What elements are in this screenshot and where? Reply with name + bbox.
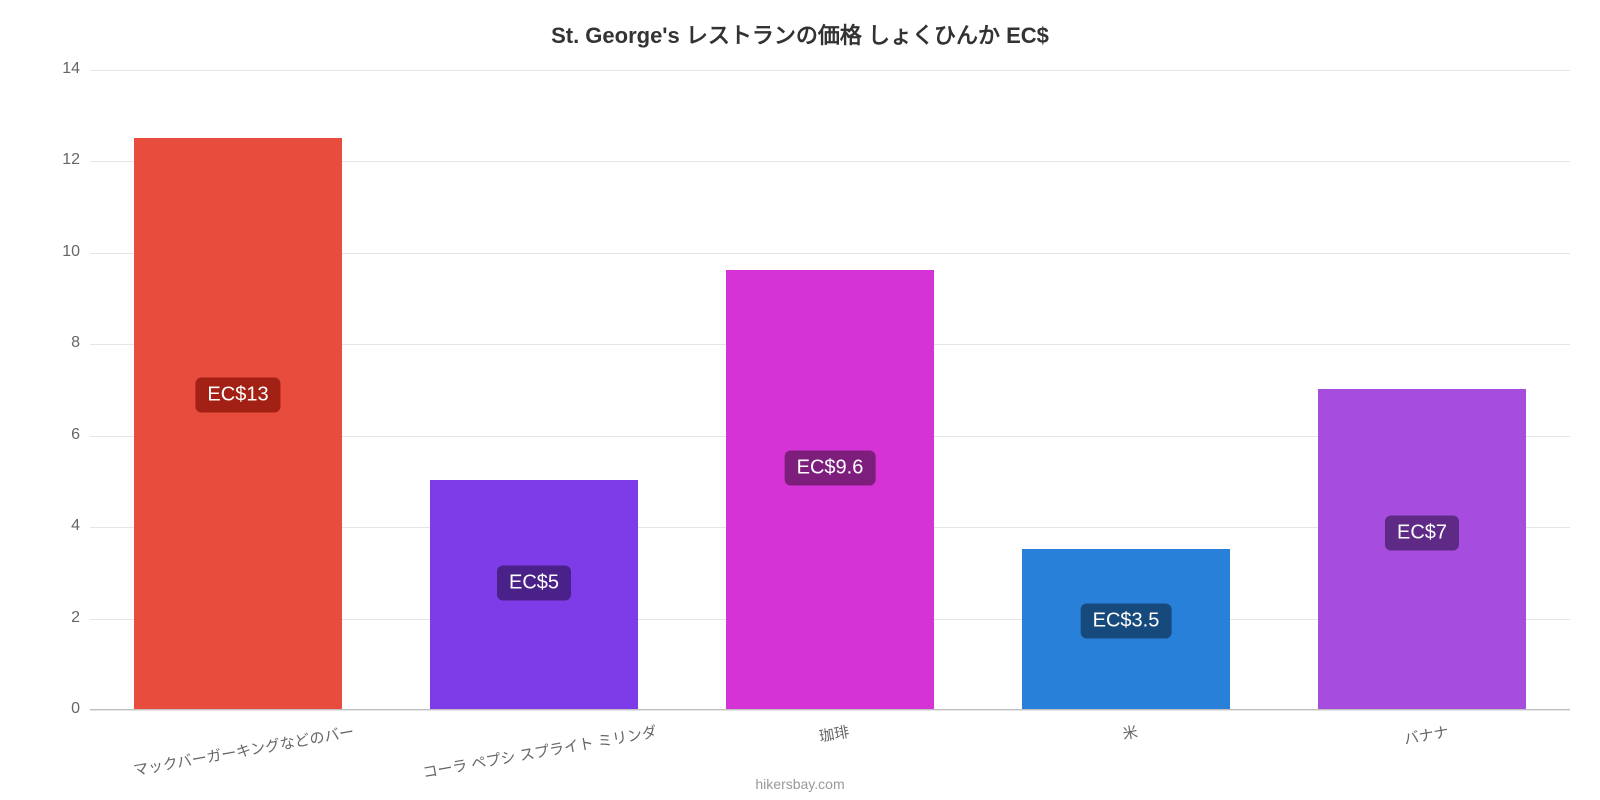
- y-axis-tick: 14: [62, 60, 90, 78]
- x-axis-label: 米: [1119, 709, 1140, 744]
- x-axis-label: 珈琲: [815, 709, 850, 747]
- bar: [726, 270, 933, 709]
- x-axis-label: バナナ: [1400, 709, 1450, 749]
- y-axis-tick: 10: [62, 243, 90, 261]
- x-axis-label: マックバーガーキングなどのバー: [129, 709, 355, 780]
- y-axis-tick: 2: [71, 609, 90, 627]
- bar-value-label: EC$3.5: [1081, 604, 1172, 639]
- chart-container: St. George's レストランの価格 しょくひんか EC$ 0246810…: [0, 0, 1600, 800]
- bar-value-label: EC$5: [497, 566, 571, 601]
- y-axis-tick: 4: [71, 517, 90, 535]
- plot-area: 02468101214EC$13マックバーガーキングなどのバーEC$5コーラ ペ…: [90, 70, 1570, 710]
- y-axis-tick: 6: [71, 426, 90, 444]
- bar-value-label: EC$13: [195, 377, 280, 412]
- bar-value-label: EC$9.6: [785, 450, 876, 485]
- gridline: [90, 70, 1570, 71]
- bar-value-label: EC$7: [1385, 516, 1459, 551]
- chart-title: St. George's レストランの価格 しょくひんか EC$: [0, 18, 1600, 50]
- y-axis-tick: 12: [62, 151, 90, 169]
- bar: [134, 138, 341, 709]
- y-axis-tick: 8: [71, 334, 90, 352]
- x-axis-label: コーラ ペプシ スプライト ミリンダ: [419, 709, 659, 783]
- chart-footer: hikersbay.com: [0, 776, 1600, 792]
- y-axis-tick: 0: [71, 700, 90, 718]
